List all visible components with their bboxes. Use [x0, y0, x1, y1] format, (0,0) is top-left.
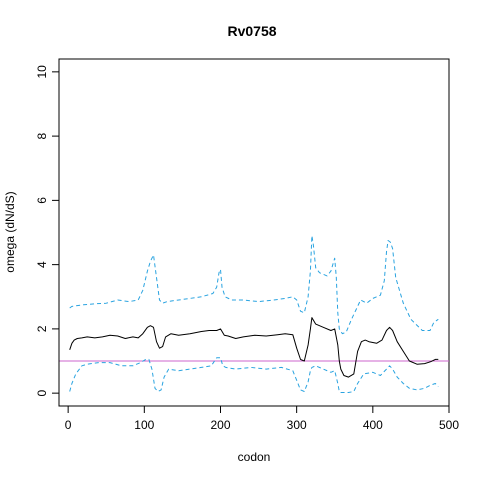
y-tick-label: 6 [35, 197, 49, 204]
series-line-estimate [69, 317, 439, 378]
y-axis: 0 2 4 6 8 10 [35, 65, 60, 396]
x-axis: 0 100 200 300 400 500 [65, 405, 459, 432]
x-tick-label: 200 [210, 418, 230, 432]
series-line-lower [69, 357, 439, 393]
x-tick-label: 500 [439, 418, 459, 432]
x-axis-label: codon [238, 450, 271, 464]
y-tick-label: 8 [35, 132, 49, 139]
y-tick-label: 10 [35, 65, 49, 79]
chart-title: Rv0758 [227, 23, 276, 39]
x-tick-label: 400 [363, 418, 383, 432]
series-layer [69, 235, 439, 393]
y-tick-label: 0 [35, 389, 49, 396]
y-axis-label: omega (dN/dS) [3, 191, 17, 272]
y-tick-label: 2 [35, 325, 49, 332]
x-tick-label: 100 [134, 418, 154, 432]
x-tick-label: 300 [287, 418, 307, 432]
series-line-upper [69, 235, 439, 335]
y-tick-label: 4 [35, 261, 49, 268]
x-tick-label: 0 [65, 418, 72, 432]
plot-frame [58, 58, 450, 407]
